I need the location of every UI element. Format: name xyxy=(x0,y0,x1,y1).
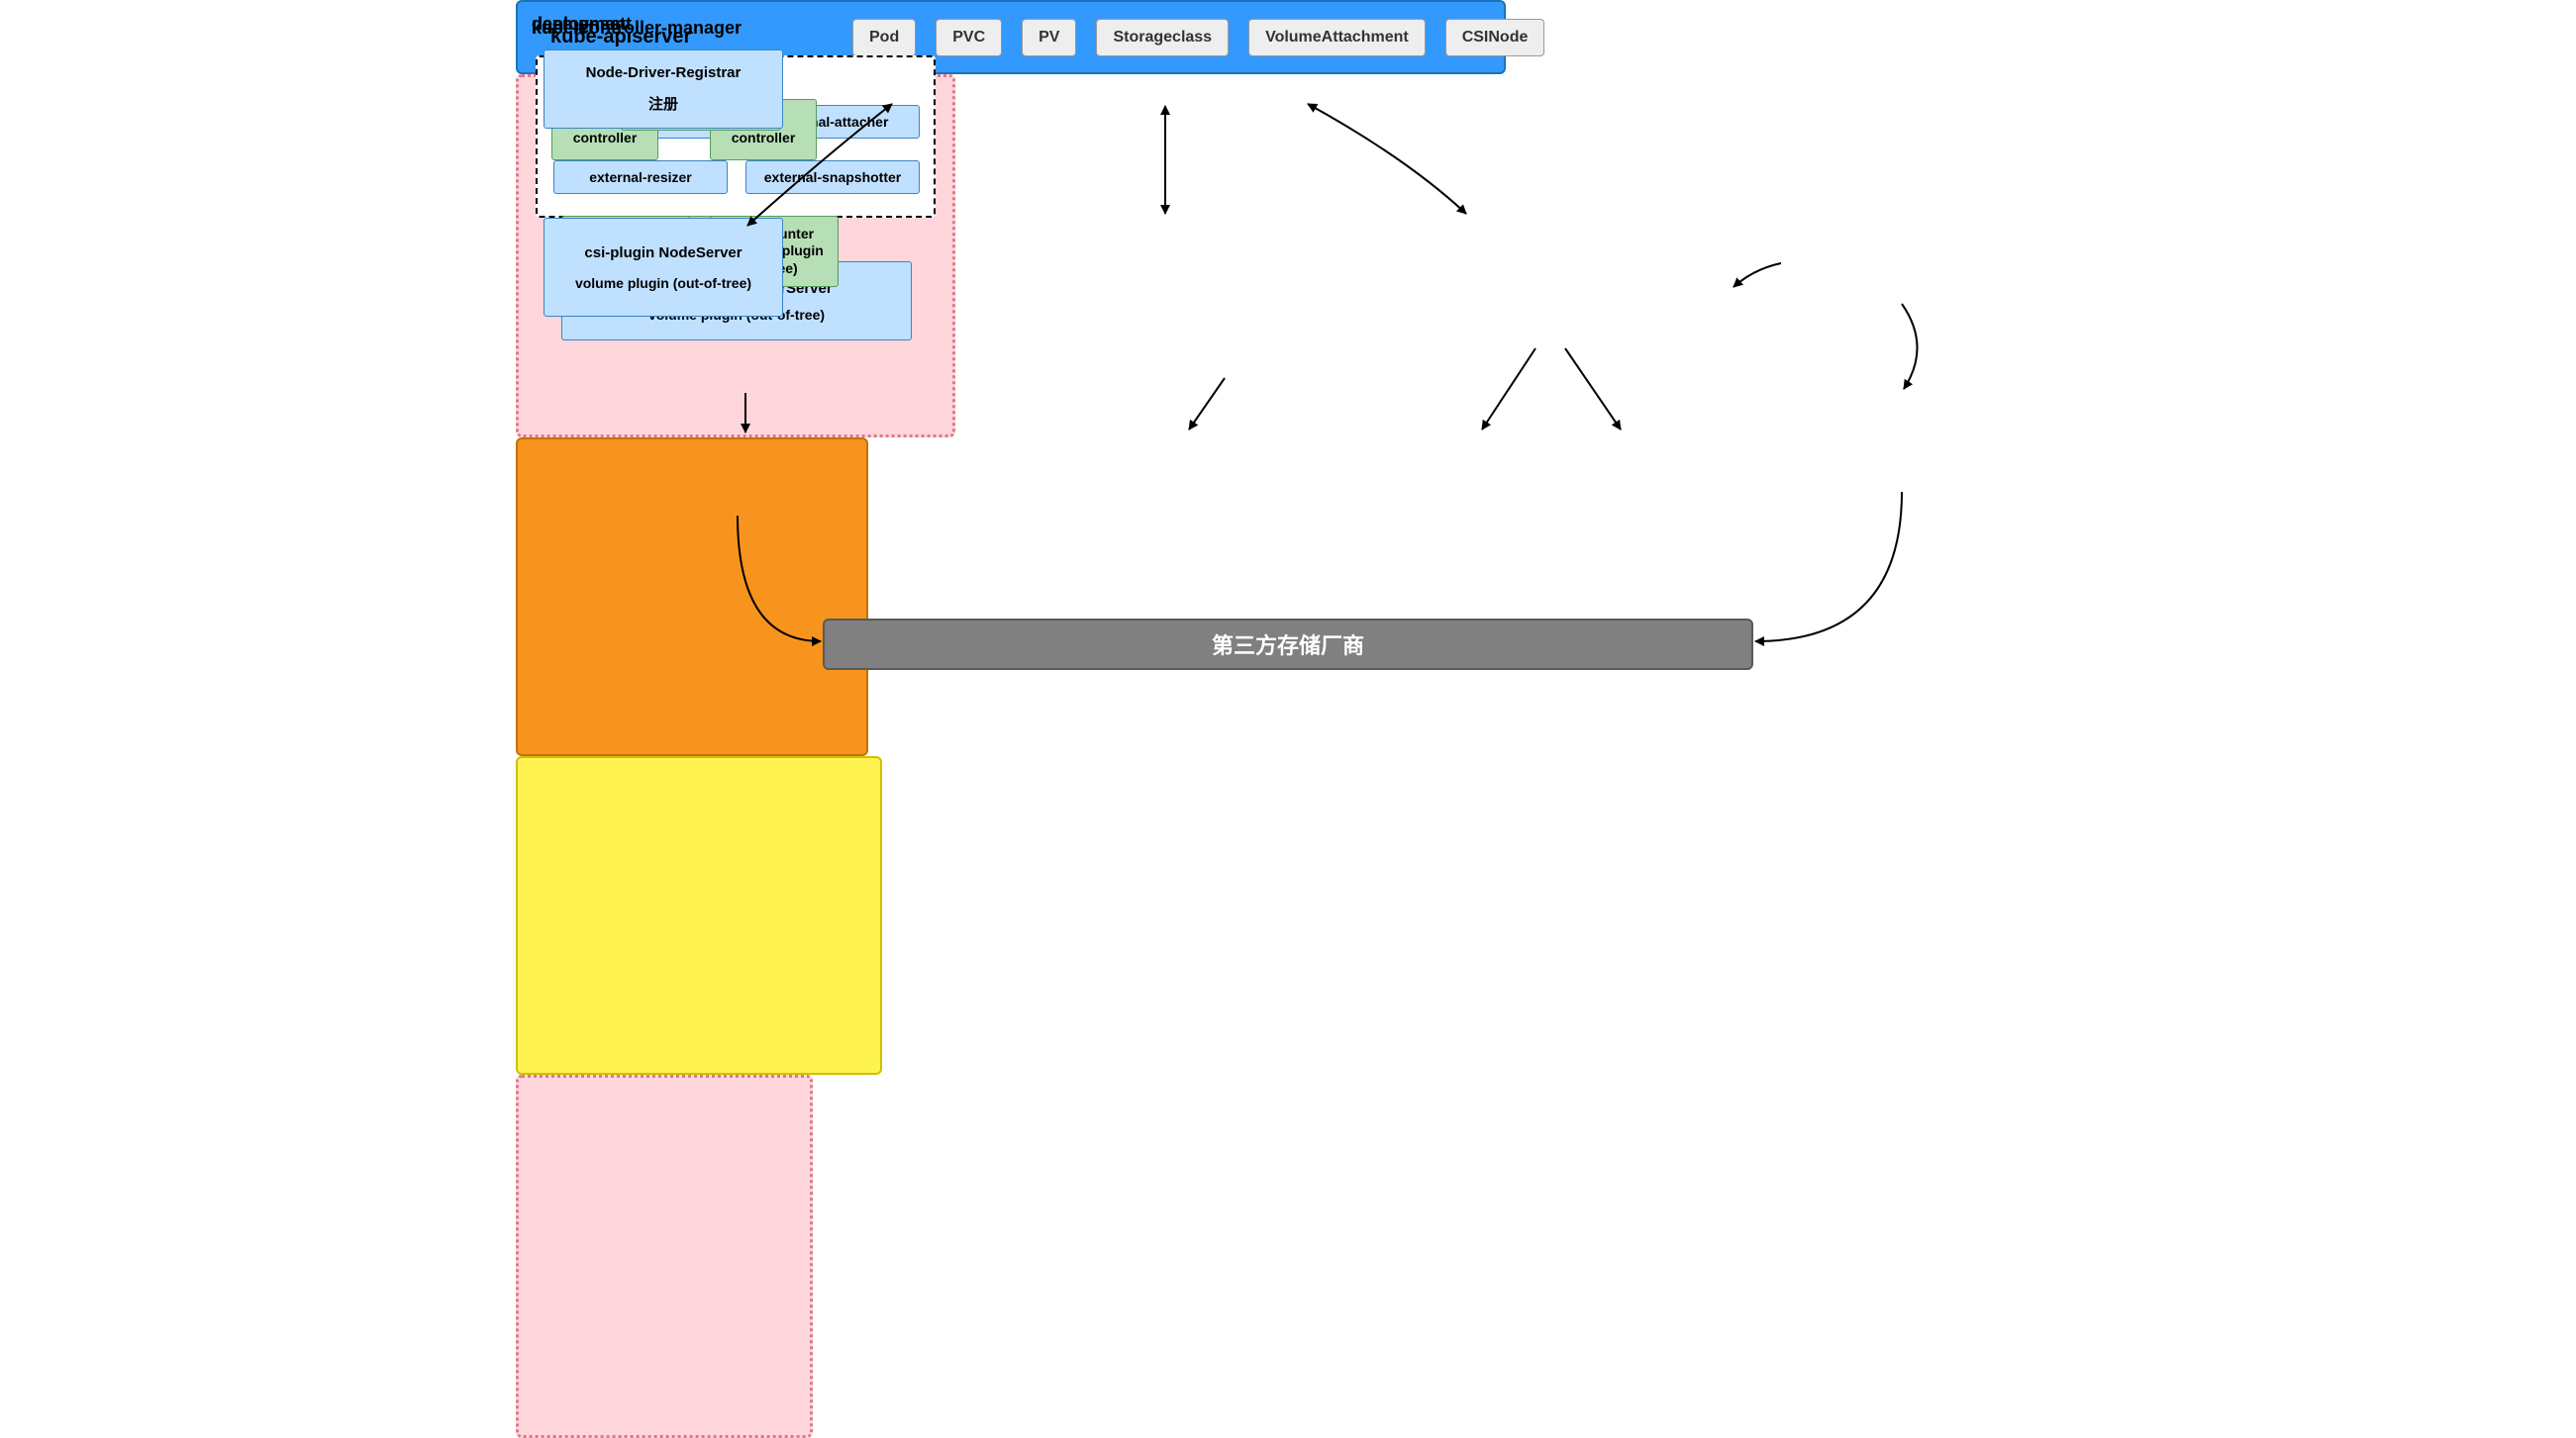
api-item-pod: Pod xyxy=(852,19,916,56)
kube-controller-manager-box: kube-controller-manager PV controller AD… xyxy=(516,437,868,756)
registrar-line2: 注册 xyxy=(648,93,678,114)
apiserver-items: Pod PVC PV Storageclass VolumeAttachment… xyxy=(852,19,1544,56)
api-item-storageclass: Storageclass xyxy=(1096,19,1229,56)
edge-apiserver-kubelet xyxy=(1308,104,1466,214)
external-snapshotter-node: external-snapshotter xyxy=(745,160,920,194)
node-driver-registrar-node: Node-Driver-Registrar 注册 xyxy=(544,49,783,129)
edge-registrar-nodeserver xyxy=(1902,304,1918,389)
api-item-volumeattachment: VolumeAttachment xyxy=(1248,19,1426,56)
vendor-bar-label: 第三方存储厂商 xyxy=(1212,628,1364,660)
edge-nodeserver-vendor xyxy=(1755,492,1902,641)
api-item-csinode: CSINode xyxy=(1445,19,1545,56)
diagram-canvas: kube-apiserver Pod PVC PV Storageclass V… xyxy=(516,0,2060,693)
kubelet-box: kubelet volume manager csi-attacher (vol… xyxy=(516,756,882,1075)
edge-registrar-kubelet xyxy=(1734,263,1781,287)
third-party-vendor-bar: 第三方存储厂商 xyxy=(823,619,1753,670)
edge-vm-csiattacher xyxy=(1482,348,1536,430)
api-item-pv: PV xyxy=(1022,19,1076,56)
csi-plugin-node-server: csi-plugin NodeServer volume plugin (out… xyxy=(544,218,783,317)
csi-plugin-node-sub: volume plugin (out-of-tree) xyxy=(575,275,751,291)
edge-vm-csimounter xyxy=(1565,348,1621,430)
api-item-pvc: PVC xyxy=(936,19,1002,56)
edge-ad-csiattacher xyxy=(1189,378,1225,430)
daemonset-box: daemonset Node-Driver-Registrar 注册 csi-p… xyxy=(516,1075,813,1438)
daemonset-title: daemonset xyxy=(532,14,626,35)
external-resizer-node: external-resizer xyxy=(553,160,728,194)
registrar-line1: Node-Driver-Registrar xyxy=(586,64,742,81)
csi-plugin-node-title: csi-plugin NodeServer xyxy=(584,244,742,261)
